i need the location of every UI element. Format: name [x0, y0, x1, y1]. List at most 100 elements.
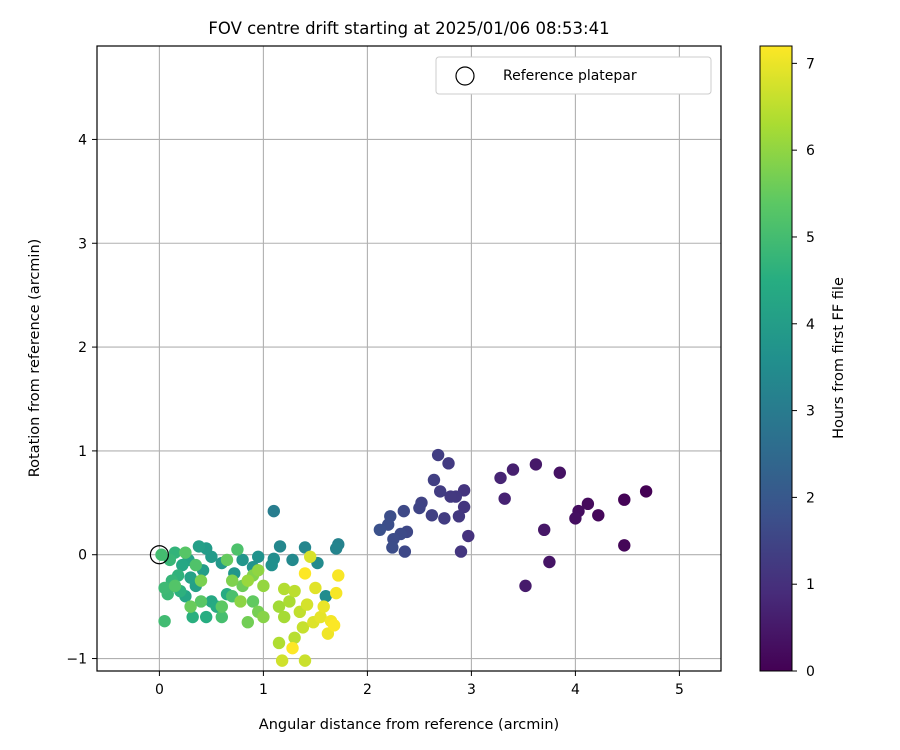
data-point: [444, 490, 457, 503]
data-point: [298, 541, 312, 554]
data-point: [494, 471, 507, 485]
data-point: [618, 493, 631, 506]
colorbar-tick-label: 3: [806, 404, 815, 420]
data-point: [452, 510, 466, 523]
data-point: [639, 485, 653, 498]
data-point: [257, 610, 270, 624]
data-point: [257, 579, 270, 593]
data-point: [252, 564, 265, 577]
data-point: [278, 582, 291, 596]
y-tick-label: 2: [78, 340, 87, 356]
data-point: [519, 579, 532, 593]
data-point: [215, 610, 228, 624]
data-point: [179, 546, 192, 559]
data-point: [327, 619, 341, 632]
colorbar-tick-label: 2: [806, 490, 815, 506]
data-point: [283, 595, 296, 608]
data-point: [569, 512, 582, 525]
data-point: [498, 492, 511, 505]
data-point: [155, 548, 168, 561]
data-point: [553, 466, 566, 479]
data-point: [431, 448, 445, 462]
data-point: [246, 595, 260, 608]
data-point: [298, 567, 312, 580]
data-point: [462, 529, 475, 543]
data-point: [272, 636, 286, 650]
data-point: [215, 600, 228, 613]
data-point: [543, 555, 556, 569]
data-point: [288, 631, 301, 644]
data-point: [373, 523, 387, 537]
data-points: [155, 448, 653, 667]
colorbar-label: Hours from first FF file: [831, 277, 847, 439]
data-point: [438, 512, 451, 525]
colorbar-tick-label: 0: [806, 664, 815, 680]
legend-entry-label: Reference platepar: [503, 68, 637, 84]
data-point: [267, 504, 280, 518]
data-point: [200, 610, 213, 624]
data-point: [330, 542, 343, 555]
plot-area-frame: [96, 45, 722, 672]
data-point: [457, 500, 471, 514]
data-point: [189, 558, 202, 572]
data-point: [272, 600, 286, 613]
data-point: [529, 458, 543, 471]
legend: Reference platepar: [435, 56, 712, 95]
data-point: [158, 614, 171, 628]
data-point: [275, 654, 289, 667]
data-point: [184, 600, 197, 613]
x-tick-label: 3: [467, 682, 476, 698]
data-point: [434, 485, 447, 498]
data-point: [618, 539, 631, 552]
data-point: [506, 463, 520, 476]
legend-box: [435, 56, 712, 95]
data-point: [300, 598, 314, 611]
data-point: [158, 581, 171, 595]
data-point: [592, 509, 605, 522]
data-point: [309, 581, 322, 595]
data-point: [581, 497, 595, 511]
colorbar-tick-label: 1: [806, 577, 815, 593]
data-point: [278, 610, 291, 624]
y-tick-label: 1: [78, 444, 87, 460]
data-point: [241, 574, 254, 587]
y-tick-label: 3: [78, 236, 87, 252]
data-point: [194, 595, 208, 608]
grid: [97, 46, 721, 671]
data-point: [265, 558, 278, 572]
data-point: [397, 504, 410, 518]
data-point: [398, 545, 412, 558]
data-point: [226, 574, 239, 587]
data-point: [286, 641, 299, 655]
x-tick-label: 5: [675, 682, 684, 698]
data-point: [296, 621, 310, 634]
data-point: [241, 616, 254, 629]
data-point: [442, 457, 455, 470]
y-axis-label: Rotation from reference (arcmin): [27, 239, 43, 478]
data-point: [317, 600, 330, 613]
x-tick-label: 4: [571, 682, 580, 698]
colorbar-ticks: 0 1 2 3 4 5 6 7: [792, 56, 815, 680]
legend-reference-marker: [455, 66, 475, 86]
data-point: [314, 610, 327, 624]
y-tick-label: −1: [66, 652, 87, 668]
data-point: [319, 590, 332, 603]
data-point: [236, 553, 249, 567]
data-point: [304, 550, 317, 563]
chart-title: FOV centre drift starting at 2025/01/06 …: [208, 19, 609, 38]
data-point: [192, 540, 206, 553]
colorbar-tick-label: 6: [806, 143, 815, 159]
data-point: [234, 595, 247, 608]
colorbar-tick-label: 7: [806, 56, 815, 72]
data-point: [168, 579, 182, 593]
data-point: [298, 654, 312, 667]
data-point: [386, 541, 399, 554]
colorbar-tick-label: 4: [806, 317, 815, 333]
colorbar-tick-label: 5: [806, 230, 815, 246]
reference-marker: [149, 545, 169, 565]
y-tick-label: 4: [78, 132, 87, 148]
data-point: [220, 553, 234, 567]
data-point: [425, 509, 439, 522]
data-point: [538, 523, 551, 537]
